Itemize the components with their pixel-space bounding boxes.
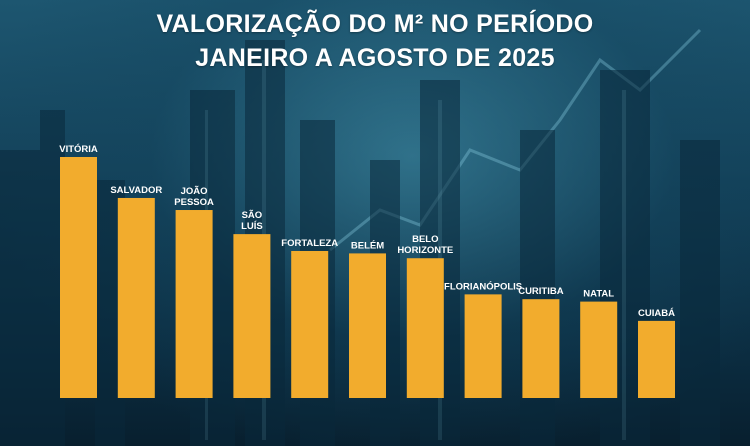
bar-label-10: NATAL bbox=[583, 289, 614, 300]
bar-label-9: CURITIBA bbox=[518, 286, 564, 297]
bar-label-6: BELÉM bbox=[351, 240, 384, 251]
bar-5 bbox=[291, 250, 329, 398]
bar-label-3-line-2: PESSOA bbox=[174, 197, 214, 208]
bar-6 bbox=[349, 253, 386, 398]
bar-2 bbox=[117, 197, 155, 398]
chart-title-line-2: JANEIRO A AGOSTO DE 2025 bbox=[195, 44, 555, 72]
bar-label-11: CUIABÁ bbox=[638, 308, 675, 319]
bar-label-7-line-1: BELO bbox=[412, 234, 438, 245]
bar-8 bbox=[464, 294, 502, 398]
bar-7 bbox=[406, 258, 444, 398]
bar-label-7-line-2: HORIZONTE bbox=[397, 245, 453, 256]
bar-label-3-line-1: JOÃO bbox=[181, 186, 208, 197]
bar-9 bbox=[522, 299, 560, 398]
bar-label-1: VITÓRIA bbox=[59, 143, 98, 155]
bar-label-4-line-2: LUÍS bbox=[241, 221, 263, 232]
chart-title-line-1: VALORIZAÇÃO DO M² NO PERÍODO bbox=[156, 10, 594, 38]
bar-1 bbox=[60, 157, 97, 398]
bar-label-8: FLORIANÓPOLIS bbox=[444, 280, 522, 292]
bar-4 bbox=[233, 234, 271, 398]
bar-label-2: SALVADOR bbox=[110, 185, 162, 196]
bar-3 bbox=[175, 210, 213, 398]
bar-10 bbox=[580, 301, 618, 398]
bar-label-5: FORTALEZA bbox=[281, 238, 338, 249]
bar-11 bbox=[638, 320, 675, 398]
bar-label-4-line-1: SÃO bbox=[242, 210, 263, 221]
